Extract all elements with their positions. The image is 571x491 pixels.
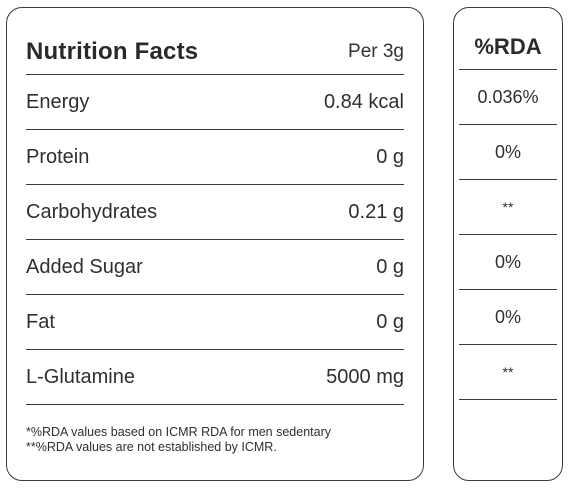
- nutrient-value: 0.21 g: [348, 200, 404, 223]
- rda-value-energy: 0.036%: [459, 70, 557, 125]
- nutrition-title: Nutrition Facts: [26, 38, 199, 65]
- nutrient-label: Fat: [26, 310, 55, 333]
- nutrient-label: Energy: [26, 90, 90, 113]
- rda-header: %RDA: [459, 25, 557, 70]
- rda-value-fat: 0%: [459, 290, 557, 345]
- footnote-rda-basis: *%RDA values based on ICMR RDA for men s…: [26, 425, 331, 439]
- rda-panel: %RDA 0.036% 0% ** 0% 0% **: [453, 7, 563, 481]
- nutrient-row-fat: Fat 0 g: [26, 295, 404, 350]
- nutrient-label: L-Glutamine: [26, 365, 135, 388]
- nutrition-facts-panel: Nutrition Facts Per 3g Energy 0.84 kcal …: [6, 7, 424, 481]
- rda-value-added-sugar: 0%: [459, 235, 557, 290]
- nutrient-value: 5000 mg: [326, 365, 404, 388]
- nutrient-label: Added Sugar: [26, 255, 143, 278]
- nutrient-row-added-sugar: Added Sugar 0 g: [26, 240, 404, 295]
- nutrient-value: 0 g: [376, 255, 404, 278]
- rda-value-carbohydrates: **: [459, 180, 557, 235]
- nutrient-value: 0 g: [376, 310, 404, 333]
- rda-value-protein: 0%: [459, 125, 557, 180]
- serving-size: Per 3g: [348, 41, 404, 62]
- nutrient-row-energy: Energy 0.84 kcal: [26, 75, 404, 130]
- nutrition-header: Nutrition Facts Per 3g: [26, 30, 404, 75]
- nutrient-row-protein: Protein 0 g: [26, 130, 404, 185]
- nutrient-label: Protein: [26, 145, 90, 168]
- footnote-rda-not-established: **%RDA values are not established by ICM…: [26, 440, 277, 454]
- nutrient-value: 0.84 kcal: [323, 90, 404, 113]
- nutrient-row-l-glutamine: L-Glutamine 5000 mg: [26, 350, 404, 405]
- nutrient-value: 0 g: [376, 145, 404, 168]
- nutrient-label: Carbohydrates: [26, 200, 158, 223]
- rda-value-l-glutamine: **: [459, 345, 557, 400]
- nutrient-row-carbohydrates: Carbohydrates 0.21 g: [26, 185, 404, 240]
